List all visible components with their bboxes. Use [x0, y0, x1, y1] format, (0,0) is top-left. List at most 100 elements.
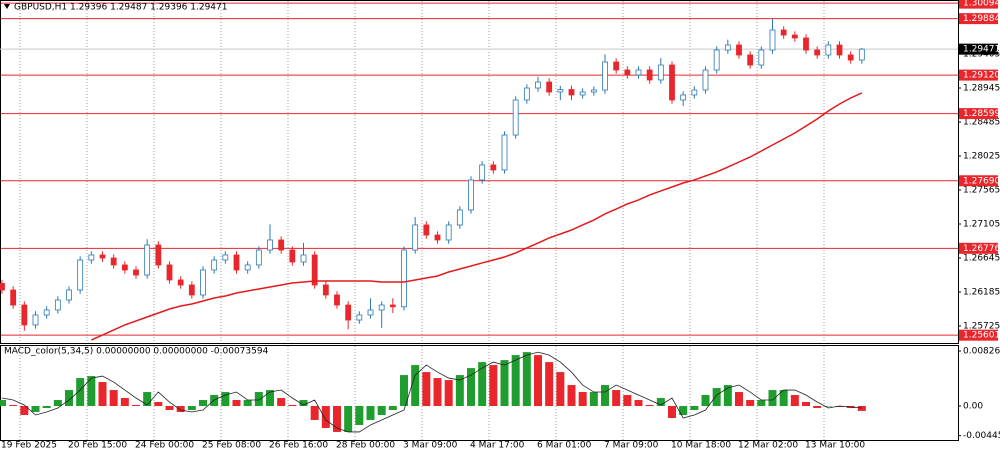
candle-body	[836, 44, 843, 56]
macd-bar	[634, 400, 643, 407]
candle-body	[490, 164, 497, 171]
macd-bar	[176, 406, 185, 412]
y-tick-label: 1.28945	[963, 84, 1000, 94]
macd-bar	[321, 406, 330, 428]
macd-bar	[400, 375, 408, 407]
candle-body	[791, 34, 798, 39]
macd-bar	[232, 400, 241, 407]
macd-bar	[221, 392, 230, 407]
macd-bar	[757, 400, 766, 407]
macd-bar	[42, 406, 51, 409]
candle-body	[389, 304, 396, 308]
macd-bar	[444, 380, 453, 407]
level-tag	[959, 108, 998, 120]
macd-bar	[545, 362, 554, 407]
candle-body	[334, 294, 340, 306]
x-tick-label: 4 Mar 17:00	[470, 441, 525, 451]
candle-body	[590, 89, 597, 93]
candle-body	[77, 259, 84, 291]
level-tag	[959, 329, 998, 341]
y-tick-label: 1.26185	[963, 288, 1000, 298]
x-tick-label: 6 Mar 01:00	[537, 441, 592, 451]
last-price-tag	[959, 43, 998, 55]
candle-body	[825, 44, 832, 56]
menu-arrow[interactable]	[4, 4, 10, 9]
candle-body	[289, 249, 296, 263]
level-tag	[959, 69, 998, 81]
candle-body	[211, 259, 218, 271]
macd-bar	[746, 400, 755, 407]
last-price-label: 1.29471	[963, 45, 1000, 55]
macd-bar	[0, 400, 6, 407]
macd-bar	[20, 406, 29, 415]
macd-bar	[53, 400, 62, 407]
candle-body	[680, 94, 687, 101]
x-tick-label: 3 Mar 09:00	[403, 441, 458, 451]
candle-body	[144, 244, 151, 276]
candle-body	[847, 54, 854, 61]
macd-bar	[723, 385, 732, 407]
macd-bar	[455, 375, 464, 407]
macd-bar	[835, 406, 844, 408]
macd-bar	[243, 400, 252, 407]
candle-body	[32, 314, 39, 326]
macd-bar	[266, 390, 274, 407]
macd-bar	[132, 405, 140, 407]
level-label: 1.26776	[963, 244, 1000, 254]
macd-bar	[478, 362, 487, 407]
macd-bar	[422, 372, 431, 407]
macd-bar	[76, 378, 85, 407]
x-tick-label: 28 Feb 00:00	[336, 441, 395, 451]
x-tick-label: 19 Feb 2025	[1, 441, 57, 451]
x-tick-label: 12 Mar 02:00	[738, 441, 798, 451]
candle-body	[613, 61, 620, 71]
level-tag	[959, 242, 998, 254]
level-label: 1.29884	[963, 14, 1000, 24]
macd-bar	[165, 406, 174, 410]
candle-body	[188, 284, 195, 296]
macd-bar	[467, 368, 475, 407]
x-tick-label: 13 Mar 10:00	[805, 441, 865, 451]
macd-bar	[9, 405, 18, 407]
candle-body	[858, 48, 865, 61]
candle-body	[43, 309, 50, 316]
candle-body	[311, 254, 318, 286]
y-tick-label: 1.26645	[963, 254, 1000, 264]
macd-bar	[701, 395, 710, 407]
candle-body	[99, 254, 106, 259]
candle-body	[602, 61, 608, 91]
candle-body	[300, 254, 307, 263]
macd-bar	[813, 406, 822, 409]
candle-body	[769, 29, 776, 51]
x-tick-label: 24 Feb 00:00	[135, 441, 194, 451]
candle-body	[233, 254, 240, 271]
macd-bar	[433, 378, 442, 407]
candle-body	[110, 257, 117, 266]
candle-body	[736, 44, 742, 56]
candle-body	[669, 64, 675, 101]
macd-bar	[668, 406, 676, 418]
macd-bar	[601, 385, 609, 407]
macd-bar	[511, 355, 520, 407]
candle-body	[322, 284, 329, 296]
y-tick-label: 1.28025	[963, 152, 1000, 162]
candle-body	[244, 264, 251, 271]
y-tick-label: 0.0082682	[963, 346, 1000, 356]
macd-bar	[288, 405, 297, 407]
macd-bar	[589, 392, 598, 407]
x-tick-label: 26 Feb 16:00	[269, 441, 328, 451]
candle-body	[367, 309, 374, 316]
indicator-title: MACD_color(5,34,5) 0.00000000 0.00000000…	[4, 347, 269, 357]
macd-bar	[779, 390, 788, 407]
candle-body	[345, 304, 352, 321]
level-label: 1.25601	[963, 331, 1000, 341]
macd-bar	[31, 406, 40, 412]
candle-body	[814, 49, 821, 56]
candle-body	[702, 69, 709, 91]
candle-body	[468, 179, 474, 211]
macd-bar	[87, 376, 96, 407]
candle-body	[423, 224, 430, 236]
macd-bar	[366, 406, 375, 420]
macd-bar	[857, 406, 866, 411]
